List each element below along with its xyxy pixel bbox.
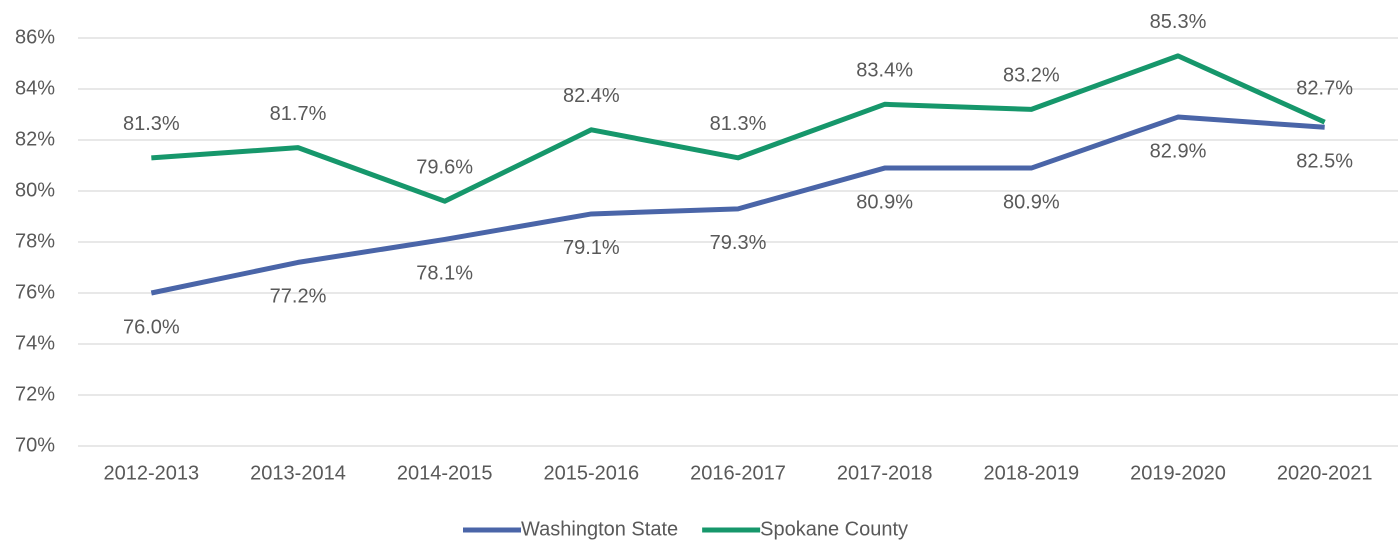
series-line: [150, 114, 1325, 296]
data-label: 76.0%: [123, 316, 180, 338]
y-tick-label: 70%: [15, 434, 55, 456]
data-label: 82.9%: [1150, 140, 1207, 162]
data-label: 80.9%: [856, 191, 913, 213]
x-tick-label: 2018-2019: [984, 462, 1080, 484]
y-tick-label: 80%: [15, 179, 55, 201]
x-tick-label: 2015-2016: [544, 462, 640, 484]
x-tick-label: 2017-2018: [837, 462, 933, 484]
data-label: 77.2%: [270, 286, 327, 308]
series-line: [151, 53, 1326, 204]
data-label: 79.3%: [710, 232, 767, 254]
data-label: 78.1%: [416, 263, 473, 285]
data-label: 83.4%: [856, 60, 913, 82]
data-label: 79.1%: [563, 237, 620, 259]
data-label: 82.5%: [1296, 151, 1353, 173]
x-tick-label: 2013-2014: [250, 462, 346, 484]
data-label: 81.7%: [270, 103, 327, 125]
x-tick-label: 2020-2021: [1277, 462, 1373, 484]
y-tick-label: 82%: [15, 128, 55, 150]
data-label: 82.7%: [1296, 77, 1353, 99]
data-label: 79.6%: [416, 156, 473, 178]
legend-label: Washington State: [521, 518, 678, 540]
x-tick-label: 2014-2015: [397, 462, 493, 484]
x-tick-label: 2012-2013: [104, 462, 200, 484]
y-tick-label: 86%: [15, 26, 55, 48]
data-label: 81.3%: [710, 113, 767, 135]
x-tick-label: 2019-2020: [1130, 462, 1226, 484]
legend-label: Spokane County: [760, 518, 908, 540]
data-label: 85.3%: [1150, 11, 1207, 33]
data-label: 81.3%: [123, 113, 180, 135]
data-label: 82.4%: [563, 85, 620, 107]
y-tick-label: 72%: [15, 383, 55, 405]
y-tick-label: 84%: [15, 77, 55, 99]
y-tick-label: 74%: [15, 332, 55, 354]
data-label: 80.9%: [1003, 191, 1060, 213]
data-label: 83.2%: [1003, 65, 1060, 87]
x-tick-label: 2016-2017: [690, 462, 786, 484]
y-tick-label: 76%: [15, 281, 55, 303]
y-tick-label: 78%: [15, 230, 55, 252]
